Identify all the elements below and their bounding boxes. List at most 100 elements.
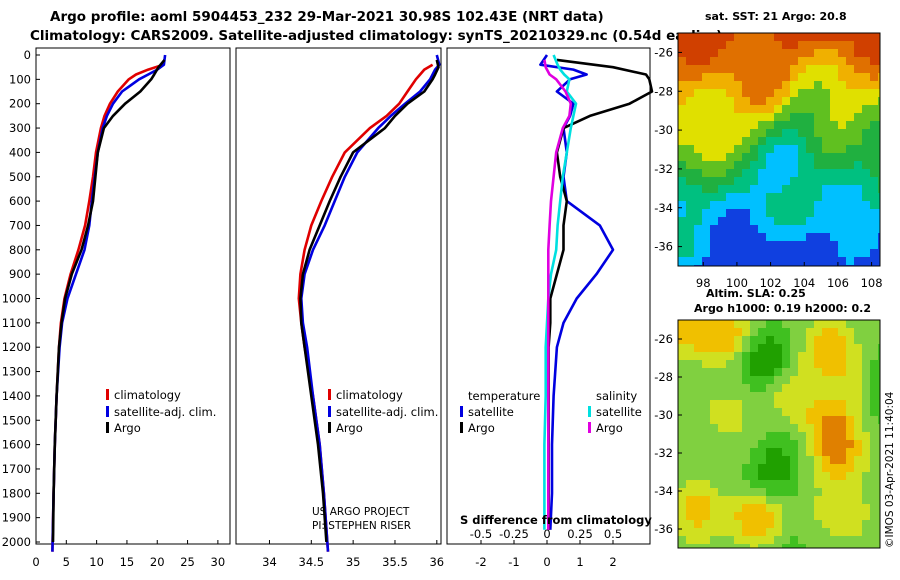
heatmap-cell	[750, 536, 758, 544]
heatmap-cell	[742, 121, 750, 129]
heatmap-cell	[702, 65, 710, 73]
heatmap-cell	[694, 49, 702, 57]
legend-label-argo: Argo	[114, 421, 141, 435]
heatmap-cell	[846, 41, 854, 49]
heatmap-cell	[710, 336, 718, 344]
heatmap-cell	[774, 464, 782, 472]
heatmap-cell	[694, 352, 702, 360]
heatmap-cell	[718, 344, 726, 352]
heatmap-cell	[726, 536, 734, 544]
heatmap-cell	[686, 400, 694, 408]
heatmap-cell	[790, 105, 798, 113]
heatmap-cell	[678, 432, 686, 440]
heatmap-cell	[878, 97, 880, 105]
heatmap-cell	[846, 257, 854, 265]
heatmap-cell	[814, 73, 822, 81]
heatmap-cell	[718, 161, 726, 169]
heatmap-cell	[718, 121, 726, 129]
heatmap-cell	[718, 488, 726, 496]
heatmap-cell	[870, 249, 878, 257]
heatmap-cell	[878, 336, 880, 344]
heatmap-cell	[710, 129, 718, 137]
heatmap-cell	[838, 233, 846, 241]
heatmap-cell	[862, 225, 870, 233]
heatmap-cell	[774, 89, 782, 97]
heatmap-cell	[854, 536, 862, 544]
heatmap-cell	[758, 97, 766, 105]
heatmap-cell	[750, 528, 758, 536]
heatmap-cell	[702, 41, 710, 49]
heatmap-cell	[710, 376, 718, 384]
heatmap-cell	[782, 496, 790, 504]
heatmap-cell	[702, 89, 710, 97]
heatmap-cell	[870, 432, 878, 440]
heatmap-cell	[742, 241, 750, 249]
heatmap-cell	[838, 368, 846, 376]
heatmap-cell	[822, 352, 830, 360]
depth-tick-label: 500	[9, 170, 31, 184]
legend-label-temp-argo: Argo	[468, 421, 495, 435]
heatmap-cell	[702, 464, 710, 472]
heatmap-cell	[726, 177, 734, 185]
heatmap-cell	[758, 33, 766, 41]
heatmap-cell	[750, 241, 758, 249]
heatmap-cell	[814, 161, 822, 169]
heatmap-cell	[798, 73, 806, 81]
heatmap-cell	[766, 129, 774, 137]
heatmap-cell	[862, 41, 870, 49]
heatmap-cell	[774, 448, 782, 456]
heatmap-cell	[686, 89, 694, 97]
heatmap-cell	[750, 320, 758, 328]
heatmap-cell	[734, 41, 742, 49]
heatmap-cell	[686, 113, 694, 121]
heatmap-cell	[774, 368, 782, 376]
heatmap-cell	[846, 89, 854, 97]
x-tick-label: 0	[32, 555, 39, 569]
heatmap-cell	[822, 472, 830, 480]
heatmap-cell	[702, 456, 710, 464]
heatmap-cell	[702, 480, 710, 488]
heatmap-cell	[718, 464, 726, 472]
heatmap-cell	[782, 424, 790, 432]
heatmap-cell	[862, 512, 870, 520]
heatmap-cell	[686, 432, 694, 440]
legend-swatch-satellite	[106, 406, 109, 417]
heatmap-cell	[822, 257, 830, 265]
heatmap-cell	[854, 320, 862, 328]
heatmap-cell	[702, 416, 710, 424]
heatmap-cell	[750, 97, 758, 105]
heatmap-cell	[854, 153, 862, 161]
depth-tick-label: 600	[9, 194, 31, 208]
heatmap-cell	[806, 320, 814, 328]
heatmap-cell	[814, 392, 822, 400]
heatmap-cell	[726, 456, 734, 464]
heatmap-cell	[878, 424, 880, 432]
heatmap-cell	[782, 41, 790, 49]
heatmap-cell	[854, 344, 862, 352]
heatmap-cell	[830, 520, 838, 528]
heatmap-cell	[870, 408, 878, 416]
heatmap-cell	[710, 504, 718, 512]
heatmap-cell	[822, 464, 830, 472]
heatmap-cell	[798, 41, 806, 49]
heatmap-cell	[806, 416, 814, 424]
heatmap-cell	[734, 472, 742, 480]
heatmap-cell	[838, 488, 846, 496]
heatmap-cell	[838, 89, 846, 97]
heatmap-cell	[750, 33, 758, 41]
heatmap-cell	[870, 400, 878, 408]
heatmap-cell	[870, 153, 878, 161]
heatmap-cell	[806, 536, 814, 544]
heatmap-cell	[782, 544, 790, 548]
heatmap-cell	[710, 217, 718, 225]
heatmap-cell	[846, 241, 854, 249]
heatmap-cell	[726, 241, 734, 249]
heatmap-cell	[862, 193, 870, 201]
heatmap-cell	[862, 217, 870, 225]
heatmap-cell	[790, 145, 798, 153]
heatmap-cell	[758, 49, 766, 57]
heatmap-cell	[686, 145, 694, 153]
heatmap-cell	[830, 217, 838, 225]
heatmap-cell	[878, 328, 880, 336]
heatmap-cell	[870, 368, 878, 376]
